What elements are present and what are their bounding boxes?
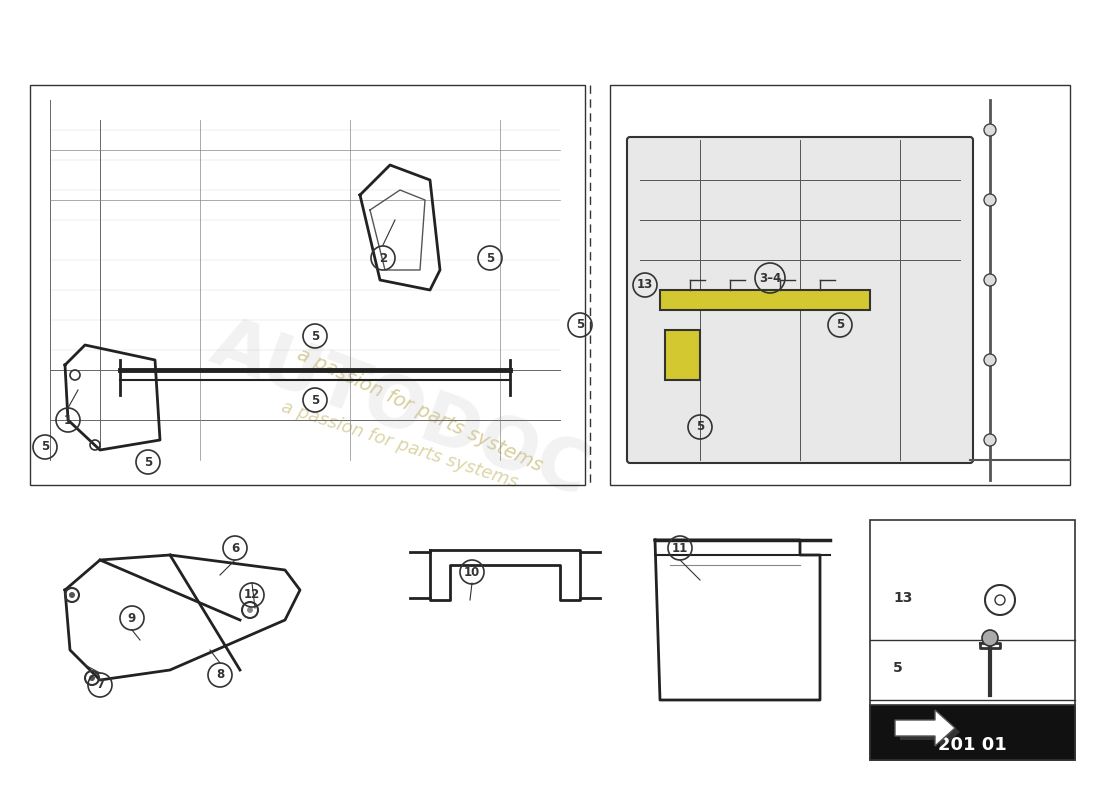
Text: 10: 10 xyxy=(464,566,480,578)
Text: 5: 5 xyxy=(144,455,152,469)
Text: 1: 1 xyxy=(64,414,73,426)
Text: 2: 2 xyxy=(378,251,387,265)
Text: 5: 5 xyxy=(311,394,319,406)
Polygon shape xyxy=(666,330,700,380)
Text: 5: 5 xyxy=(486,251,494,265)
FancyBboxPatch shape xyxy=(627,137,974,463)
Text: AUTODOC: AUTODOC xyxy=(201,310,598,510)
Circle shape xyxy=(984,434,996,446)
Circle shape xyxy=(248,607,253,613)
Circle shape xyxy=(984,274,996,286)
Text: a passion for parts systems: a passion for parts systems xyxy=(279,398,520,492)
Text: 5: 5 xyxy=(576,318,584,331)
Text: 5: 5 xyxy=(836,318,844,331)
Polygon shape xyxy=(895,710,955,746)
Text: 13: 13 xyxy=(637,278,653,291)
Text: 11: 11 xyxy=(672,542,689,554)
Text: 9: 9 xyxy=(128,611,136,625)
Polygon shape xyxy=(660,290,870,310)
Text: 5: 5 xyxy=(893,661,903,675)
Circle shape xyxy=(982,630,998,646)
Text: 8: 8 xyxy=(216,669,224,682)
Text: 12: 12 xyxy=(244,589,260,602)
Text: 6: 6 xyxy=(231,542,239,554)
Text: 7: 7 xyxy=(96,678,104,691)
Bar xyxy=(870,705,1075,760)
Circle shape xyxy=(69,592,75,598)
Text: 5: 5 xyxy=(311,330,319,342)
Text: 201 01: 201 01 xyxy=(937,736,1006,754)
Text: 3–4: 3–4 xyxy=(759,271,781,285)
Circle shape xyxy=(984,354,996,366)
Text: a passion for parts systems: a passion for parts systems xyxy=(295,345,546,475)
Circle shape xyxy=(984,194,996,206)
Circle shape xyxy=(984,124,996,136)
Circle shape xyxy=(89,675,95,681)
Bar xyxy=(610,85,1070,485)
Bar xyxy=(30,85,585,485)
Text: 5: 5 xyxy=(41,441,50,454)
Bar xyxy=(870,520,1075,760)
Polygon shape xyxy=(900,714,960,750)
Text: 13: 13 xyxy=(893,591,912,605)
Text: 5: 5 xyxy=(696,421,704,434)
